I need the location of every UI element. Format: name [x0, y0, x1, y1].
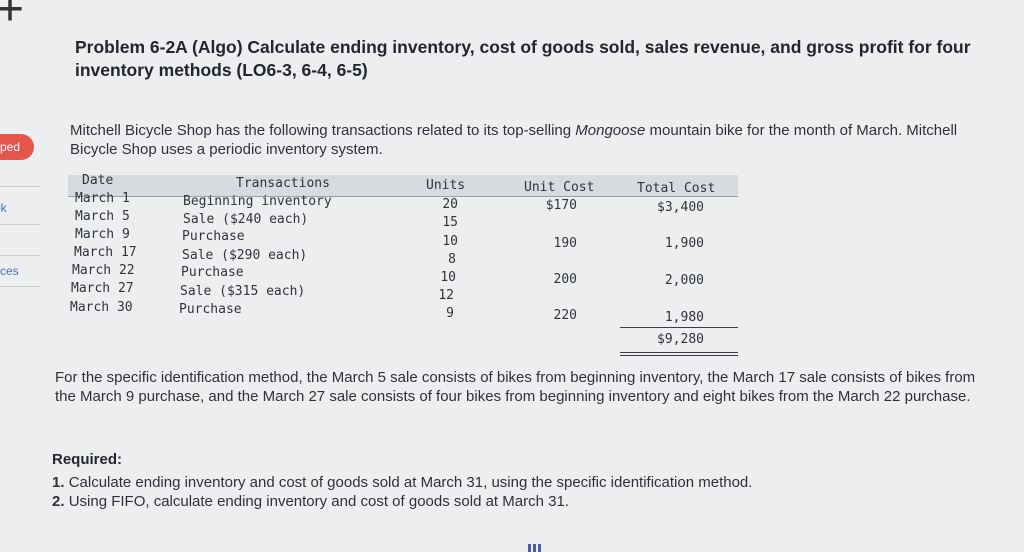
sidebar-tab-label: ped: [0, 140, 21, 154]
header-transactions: Transactions: [236, 176, 330, 191]
cell-date: March 5: [75, 209, 130, 224]
subtotal-rule: [620, 327, 738, 328]
problem-intro: Mitchell Bicycle Shop has the following …: [70, 121, 990, 159]
cell-units: 12: [438, 288, 454, 303]
intro-product-name: Mongoose: [575, 122, 646, 139]
cell-total-cost: $3,400: [657, 200, 704, 215]
cell-date: March 30: [70, 300, 133, 315]
sidebar-divider: [0, 224, 40, 225]
problem-title: Problem 6-2A (Algo) Calculate ending inv…: [75, 37, 971, 80]
cell-units: 9: [446, 306, 454, 321]
sidebar-tab[interactable]: ces: [0, 264, 19, 278]
required-item-text: Calculate ending inventory and cost of g…: [68, 474, 753, 491]
sidebar-tab[interactable]: ok: [0, 201, 7, 215]
header-date: Date: [82, 173, 114, 188]
grand-total: $9,280: [657, 332, 704, 347]
plus-icon[interactable]: +: [0, 0, 25, 36]
table-header-rule: [68, 196, 738, 197]
sidebar-divider: [0, 286, 40, 287]
cell-date: March 22: [72, 263, 135, 278]
cell-date: March 1: [75, 191, 130, 206]
cell-units: 20: [442, 197, 458, 212]
table-header-band: [68, 175, 738, 197]
required-item-text: Using FIFO, calculate ending inventory a…: [68, 493, 569, 510]
cell-date: March 17: [74, 245, 137, 260]
required-item-number: 1.: [52, 474, 65, 491]
intro-text-end: mountain bike for the month of March. Mi…: [70, 122, 958, 158]
sidebar-tab-label: ok: [0, 201, 7, 215]
cell-units: 10: [442, 234, 458, 249]
cell-units: 10: [440, 270, 456, 285]
header-unit-cost: Unit Cost: [524, 180, 595, 195]
cell-transaction: Purchase: [181, 265, 244, 280]
required-item-number: 2.: [52, 493, 65, 510]
cell-units: 8: [448, 252, 456, 267]
drag-handle-icon[interactable]: [528, 544, 542, 552]
sidebar-divider: [0, 186, 40, 187]
left-sidebar: + ped ok t ces: [0, 0, 42, 552]
cell-total-cost: 1,900: [664, 236, 704, 251]
required-item: 1. Calculate ending inventory and cost o…: [52, 473, 952, 492]
double-rule-bottom: [620, 355, 738, 356]
cell-transaction: Purchase: [179, 302, 242, 317]
sidebar-tab-label: ces: [0, 264, 19, 278]
cell-units: 15: [442, 215, 458, 230]
header-units: Units: [426, 178, 466, 193]
cell-transaction: Sale ($315 each): [180, 284, 306, 299]
intro-text: Mitchell Bicycle Shop has the following …: [70, 122, 576, 139]
cell-transaction: Beginning inventory: [183, 194, 332, 209]
header-total-cost: Total Cost: [637, 181, 716, 196]
cell-unit-cost: 200: [553, 272, 577, 287]
cell-total-cost: 2,000: [664, 273, 704, 288]
required-heading: Required:: [52, 451, 123, 468]
required-list: 1. Calculate ending inventory and cost o…: [52, 473, 952, 511]
sidebar-divider: [0, 255, 40, 256]
double-rule-top: [620, 352, 738, 353]
transactions-table: Date Transactions Units Unit Cost Total …: [66, 172, 742, 360]
specific-identification-note: For the specific identification method, …: [55, 369, 976, 405]
required-item: 2. Using FIFO, calculate ending inventor…: [52, 492, 952, 511]
cell-transaction: Sale ($290 each): [182, 248, 308, 263]
cell-unit-cost: $170: [545, 198, 577, 213]
cell-unit-cost: 220: [553, 308, 577, 323]
cell-transaction: Purchase: [182, 229, 245, 244]
cell-total-cost: 1,980: [664, 310, 704, 325]
cell-transaction: Sale ($240 each): [183, 212, 309, 227]
cell-unit-cost: 190: [553, 236, 577, 251]
cell-date: March 27: [71, 281, 134, 296]
cell-date: March 9: [75, 227, 130, 242]
sidebar-tab-highlighted[interactable]: ped: [0, 134, 34, 160]
